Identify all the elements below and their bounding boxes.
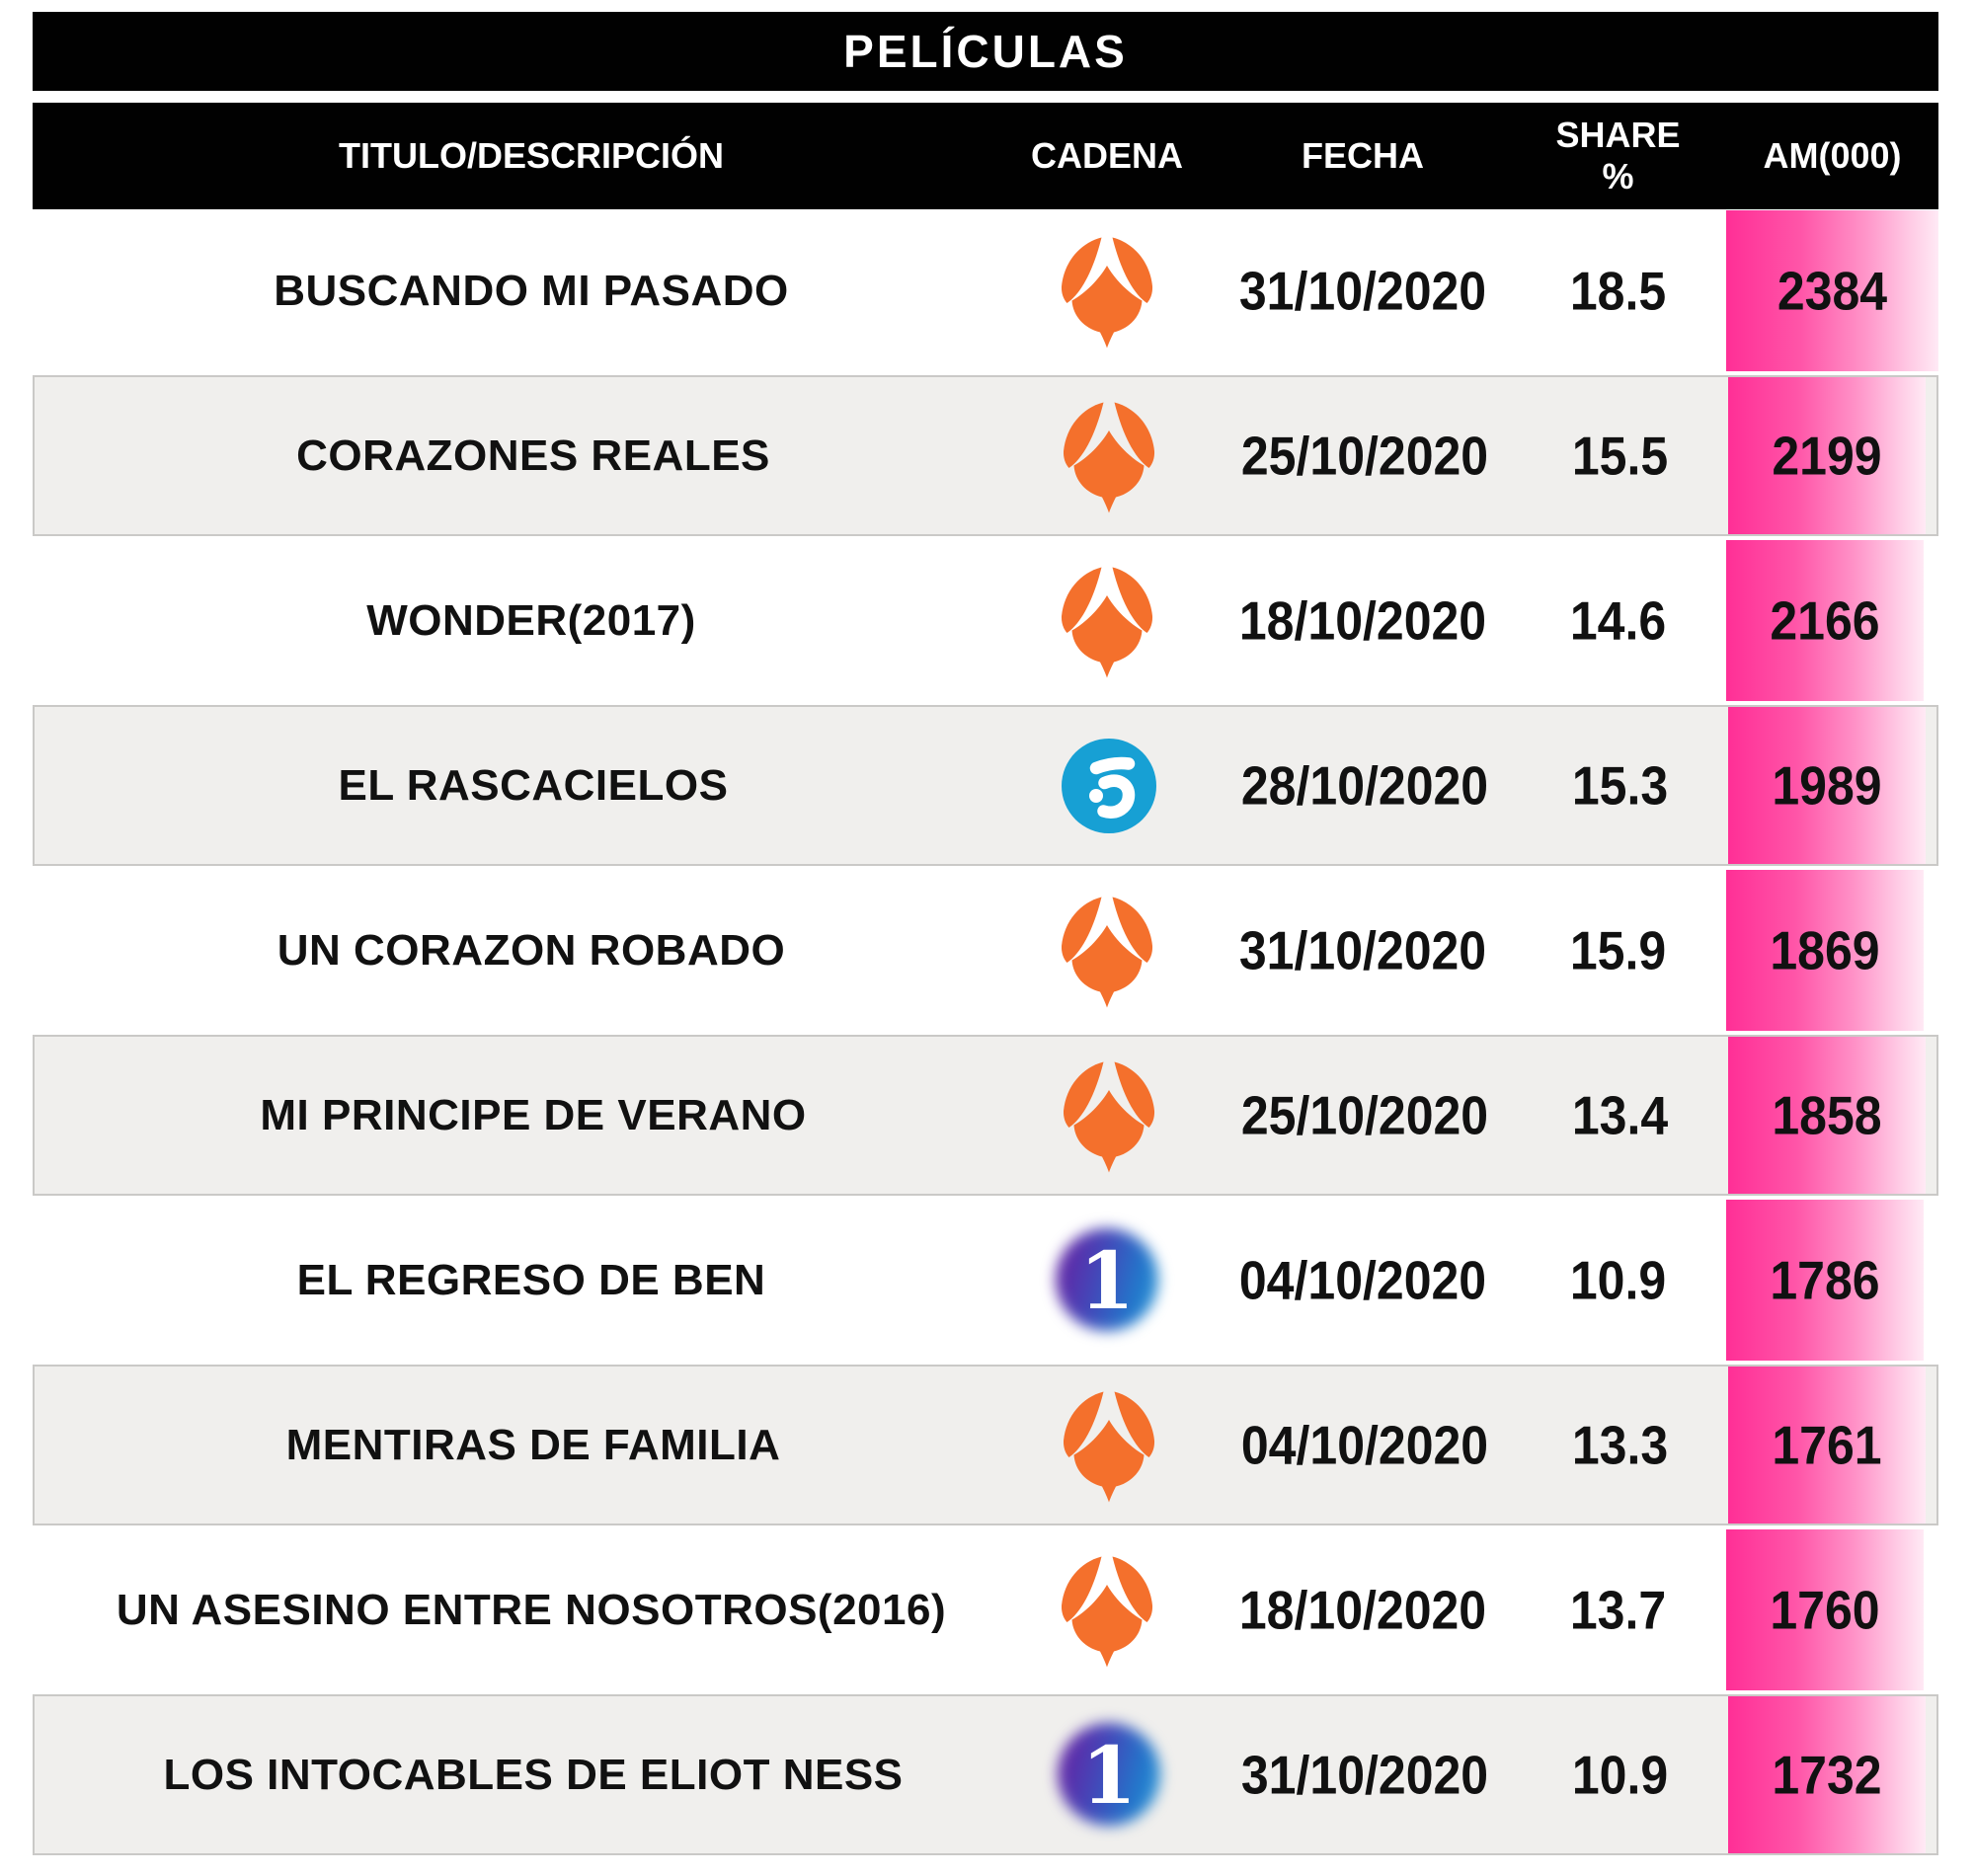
channel-logo-antena3 [1032,377,1186,534]
share-cell: 15.5 [1571,425,1669,487]
title-cell: MI PRINCIPE DE VERANO [260,1090,807,1139]
share-cell: 13.3 [1571,1414,1669,1476]
share-cell: 10.9 [1571,1744,1669,1806]
am-value-pill: 1858 [1728,1037,1926,1194]
antena3-logo-icon [1061,1556,1153,1667]
am-cell: 1732 [1697,1696,1936,1853]
antena3-logo-icon [1063,1061,1155,1172]
date-cell: 31/10/2020 [1240,1744,1489,1806]
la1-logo-icon: 1 [1052,1714,1166,1837]
am-cell: 2384 [1695,210,1938,371]
column-header-row: TITULO/DESCRIPCIÓN CADENA FECHA SHARE % … [33,103,1938,209]
title-cell: UN CORAZON ROBADO [276,925,786,975]
date-cell: 04/10/2020 [1240,1414,1489,1476]
share-cell: 14.6 [1569,589,1667,652]
antena3-logo-icon [1061,567,1153,677]
date-cell: 25/10/2020 [1240,1084,1489,1146]
column-header-am: AM(000) [1763,135,1902,176]
am-cell: 1858 [1697,1037,1936,1194]
table-row: WONDER(2017) 18/10/2020 14.6 2166 [33,540,1938,701]
channel-logo-telecinco [1032,707,1186,864]
date-cell: 25/10/2020 [1240,425,1489,487]
share-cell: 18.5 [1569,260,1667,322]
la1-logo-digit: 1 [1079,1233,1135,1327]
title-cell: WONDER(2017) [366,595,696,645]
date-cell: 18/10/2020 [1238,1579,1487,1641]
am-cell: 1761 [1697,1367,1936,1524]
am-value-pill: 2199 [1728,377,1926,534]
table-row: MI PRINCIPE DE VERANO 25/10/2020 13.4 18… [33,1035,1938,1196]
title-cell: LOS INTOCABLES DE ELIOT NESS [163,1750,904,1799]
am-value-pill: 2166 [1726,540,1924,701]
share-cell: 13.4 [1571,1084,1669,1146]
share-cell: 10.9 [1569,1249,1667,1311]
share-cell: 15.3 [1571,754,1669,817]
date-cell: 04/10/2020 [1238,1249,1487,1311]
title-cell: CORAZONES REALES [296,430,770,480]
antena3-logo-icon [1063,402,1155,512]
date-cell: 31/10/2020 [1238,919,1487,981]
table-row: EL RASCACIELOS 28/10/2020 15.3 1989 [33,705,1938,866]
table-row: LOS INTOCABLES DE ELIOT NESS 1 31/10/202… [33,1694,1938,1855]
am-value-pill: 1732 [1728,1696,1926,1853]
title-cell: UN ASESINO ENTRE NOSOTROS(2016) [116,1585,947,1634]
table-row: MENTIRAS DE FAMILIA 04/10/2020 13.3 1761 [33,1365,1938,1525]
am-cell: 1786 [1695,1200,1938,1361]
la1-logo-gradient-blob [1056,1227,1158,1331]
date-cell: 28/10/2020 [1240,754,1489,817]
antena3-logo-icon [1061,237,1153,348]
am-value-pill: 1760 [1726,1529,1924,1690]
la1-logo-gradient-blob [1058,1722,1160,1826]
am-value-pill: 1869 [1726,870,1924,1031]
column-header-cadena: CADENA [1030,135,1183,176]
table-body: BUSCANDO MI PASADO 31/10/2020 18.5 2384 … [33,210,1938,1855]
am-cell: 1989 [1697,707,1936,864]
title-cell: EL REGRESO DE BEN [296,1255,766,1304]
column-header-titulo: TITULO/DESCRIPCIÓN [338,135,724,176]
am-cell: 2166 [1695,540,1938,701]
channel-logo-antena3 [1032,1037,1186,1194]
am-cell: 1869 [1695,870,1938,1031]
share-cell: 15.9 [1569,919,1667,981]
la1-logo-icon: 1 [1050,1219,1164,1342]
share-cell: 13.7 [1569,1579,1667,1641]
channel-logo-antena3 [1032,1367,1186,1524]
antena3-logo-icon [1063,1391,1155,1502]
table-row: UN CORAZON ROBADO 31/10/2020 15.9 1869 [33,870,1938,1031]
title-cell: BUSCANDO MI PASADO [274,266,789,315]
page-title: PELÍCULAS [843,26,1128,77]
am-value-pill: 2384 [1726,210,1938,371]
date-cell: 31/10/2020 [1238,260,1487,322]
peliculas-table: PELÍCULAS TITULO/DESCRIPCIÓN CADENA FECH… [33,12,1938,1855]
table-row: CORAZONES REALES 25/10/2020 15.5 2199 [33,375,1938,536]
title-cell: MENTIRAS DE FAMILIA [285,1420,781,1469]
am-cell: 2199 [1697,377,1936,534]
channel-logo-antena3 [1030,870,1184,1031]
column-header-share: SHARE % [1555,115,1681,196]
channel-logo-la1: 1 [1032,1696,1186,1853]
la1-logo-digit: 1 [1081,1728,1137,1822]
table-row: BUSCANDO MI PASADO 31/10/2020 18.5 2384 [33,210,1938,371]
channel-logo-la1: 1 [1030,1200,1184,1361]
table-row: EL REGRESO DE BEN 1 04/10/2020 10.9 1786 [33,1200,1938,1361]
am-value-pill: 1761 [1728,1367,1926,1524]
channel-logo-antena3 [1030,1529,1184,1690]
antena3-logo-icon [1061,897,1153,1007]
am-cell: 1760 [1695,1529,1938,1690]
telecinco-logo-icon [1062,738,1156,833]
channel-logo-antena3 [1030,540,1184,701]
column-header-fecha: FECHA [1302,135,1424,176]
am-value-pill: 1786 [1726,1200,1924,1361]
table-row: UN ASESINO ENTRE NOSOTROS(2016) 18/10/20… [33,1529,1938,1690]
date-cell: 18/10/2020 [1238,589,1487,652]
channel-logo-antena3 [1030,210,1184,371]
table-title-bar: PELÍCULAS [33,12,1938,91]
am-value-pill: 1989 [1728,707,1926,864]
title-cell: EL RASCACIELOS [338,760,729,810]
